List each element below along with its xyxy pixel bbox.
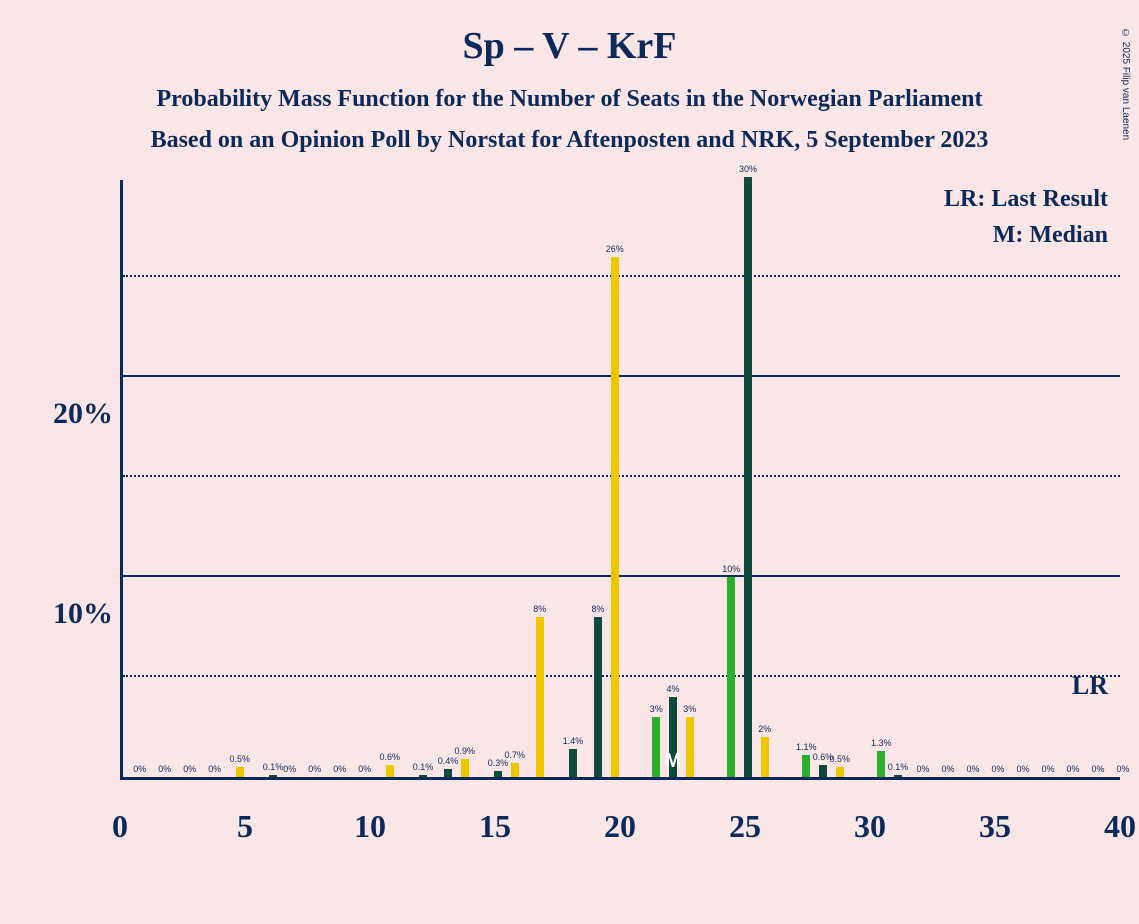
bar-yellow	[761, 737, 769, 777]
bar-dark_green	[569, 749, 577, 777]
bar-label: 4%	[666, 684, 679, 694]
bar-yellow	[611, 257, 619, 777]
bar-label: 0.6%	[813, 752, 834, 762]
bar-label-zero: 0%	[1116, 764, 1129, 774]
y-axis-label: 10%	[35, 597, 113, 631]
bar-label-zero: 0%	[941, 764, 954, 774]
bar-label-zero: 0%	[1016, 764, 1029, 774]
bar-label: 2%	[758, 724, 771, 734]
x-axis-labels: 0510152025303540	[120, 790, 1120, 850]
bar-label-zero: 0%	[1066, 764, 1079, 774]
x-axis-label: 10	[354, 808, 386, 845]
gridline	[123, 475, 1120, 477]
bar-yellow	[511, 763, 519, 777]
bar-dark_green	[494, 771, 502, 777]
bar-label: 1.4%	[563, 736, 584, 746]
bar-label-zero: 0%	[283, 764, 296, 774]
bar-label: 3%	[650, 704, 663, 714]
bar-label-zero: 0%	[966, 764, 979, 774]
bar-dark_green	[269, 775, 277, 777]
bar-label: 1.3%	[871, 738, 892, 748]
x-axis-label: 40	[1104, 808, 1136, 845]
bar-yellow	[836, 767, 844, 777]
bar-yellow	[386, 765, 394, 777]
bar-label: 0.4%	[438, 756, 459, 766]
x-axis-label: 5	[237, 808, 253, 845]
bar-label-zero: 0%	[308, 764, 321, 774]
bar-label-zero: 0%	[133, 764, 146, 774]
gridline	[123, 575, 1120, 577]
x-axis-label: 30	[854, 808, 886, 845]
legend-lr: LR: Last Result	[944, 186, 1108, 213]
bar-label: 0.1%	[413, 762, 434, 772]
bar-label-zero: 0%	[1091, 764, 1104, 774]
median-marker: M	[665, 750, 682, 773]
bar-label: 8%	[591, 604, 604, 614]
bar-label: 0.1%	[263, 762, 284, 772]
x-axis-label: 0	[112, 808, 128, 845]
plot-area: LR: Last Result M: Median 0.5%0.6%0.9%0.…	[120, 180, 1120, 780]
bar-label: 0.9%	[454, 746, 475, 756]
bar-label-zero: 0%	[358, 764, 371, 774]
bar-yellow	[461, 759, 469, 777]
bar-yellow	[536, 617, 544, 777]
bar-label-zero: 0%	[158, 764, 171, 774]
y-axis-label: 20%	[35, 397, 113, 431]
gridline	[123, 675, 1120, 677]
gridline	[123, 375, 1120, 377]
copyright-text: © 2025 Filip van Laenen	[1120, 28, 1131, 140]
x-axis-label: 35	[979, 808, 1011, 845]
bar-dark_green	[894, 775, 902, 777]
bar-label: 1.1%	[796, 742, 817, 752]
bar-light_green	[877, 751, 885, 777]
bar-label-zero: 0%	[333, 764, 346, 774]
bar-label-zero: 0%	[991, 764, 1004, 774]
bar-label: 0.1%	[888, 762, 909, 772]
chart-subtitle-1: Probability Mass Function for the Number…	[0, 86, 1139, 113]
bar-yellow	[236, 767, 244, 777]
x-axis-label: 20	[604, 808, 636, 845]
bar-label: 30%	[739, 164, 757, 174]
bar-label-zero: 0%	[208, 764, 221, 774]
chart-title: Sp – V – KrF	[0, 0, 1139, 68]
bar-label-zero: 0%	[183, 764, 196, 774]
bar-label: 10%	[722, 564, 740, 574]
legend-m: M: Median	[993, 222, 1108, 249]
bar-dark_green	[819, 765, 827, 777]
chart-container: LR: Last Result M: Median 0.5%0.6%0.9%0.…	[35, 180, 1125, 860]
x-axis-label: 15	[479, 808, 511, 845]
bar-label: 8%	[533, 604, 546, 614]
bar-label: 0.5%	[229, 754, 250, 764]
bar-dark_green	[444, 769, 452, 777]
x-axis-label: 25	[729, 808, 761, 845]
bar-light_green	[802, 755, 810, 777]
last-result-marker: LR	[1072, 671, 1108, 701]
bar-yellow	[686, 717, 694, 777]
bar-dark_green	[594, 617, 602, 777]
bar-label-zero: 0%	[916, 764, 929, 774]
gridline	[123, 275, 1120, 277]
bar-dark_green	[419, 775, 427, 777]
bar-label-zero: 0%	[1041, 764, 1054, 774]
bar-label: 0.6%	[379, 752, 400, 762]
bar-light_green	[727, 577, 735, 777]
chart-subtitle-2: Based on an Opinion Poll by Norstat for …	[0, 127, 1139, 154]
bar-dark_green	[744, 177, 752, 777]
bar-label: 26%	[606, 244, 624, 254]
bar-light_green	[652, 717, 660, 777]
bar-label: 3%	[683, 704, 696, 714]
bar-label: 0.3%	[488, 758, 509, 768]
